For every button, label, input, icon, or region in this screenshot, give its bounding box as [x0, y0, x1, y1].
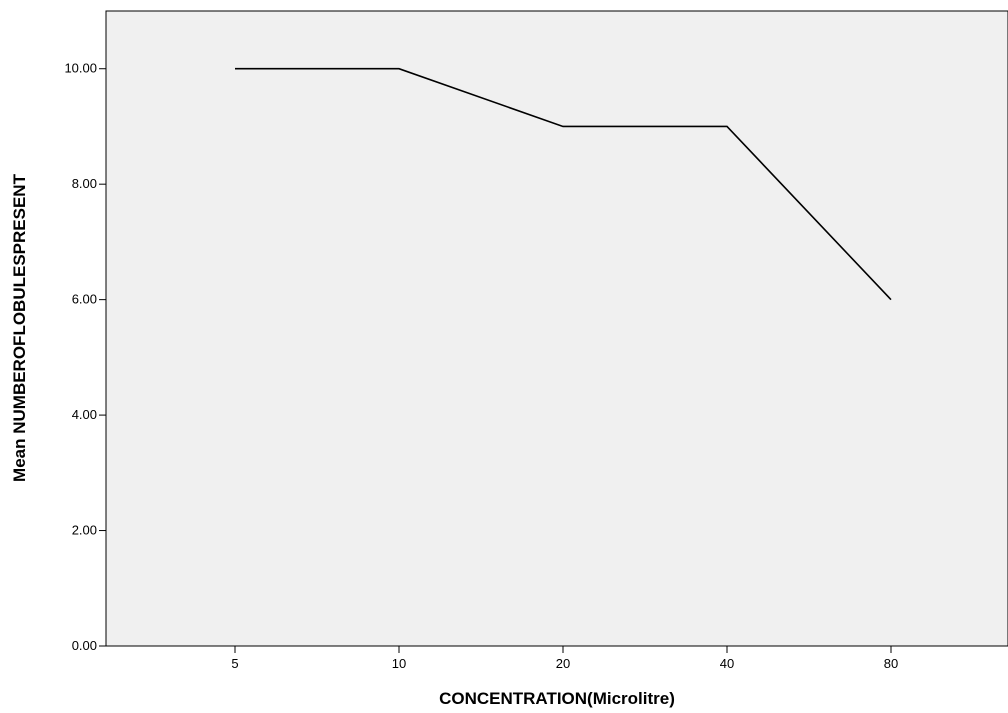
x-tick-label: 80	[884, 656, 898, 671]
y-tick-label: 2.00	[72, 523, 97, 538]
y-tick-label: 8.00	[72, 176, 97, 191]
x-axis: 5 10 20 40 80	[231, 646, 898, 671]
y-axis-title: Mean NUMBEROFLOBULESPRESENT	[10, 173, 29, 482]
y-tick-label: 0.00	[72, 638, 97, 653]
y-tick-label: 4.00	[72, 407, 97, 422]
x-tick-label: 5	[231, 656, 238, 671]
y-tick-label: 6.00	[72, 292, 97, 307]
x-axis-title: CONCENTRATION(Microlitre)	[439, 689, 675, 708]
series-layer	[235, 67, 892, 301]
x-tick-label: 10	[392, 656, 406, 671]
series-line	[235, 67, 892, 301]
x-tick-label: 20	[556, 656, 570, 671]
x-tick-label: 40	[720, 656, 734, 671]
plot-area	[105, 10, 1008, 647]
y-axis: 0.00 2.00 4.00 6.00 8.00 10.00	[64, 61, 106, 653]
y-tick-label: 10.00	[64, 61, 97, 76]
